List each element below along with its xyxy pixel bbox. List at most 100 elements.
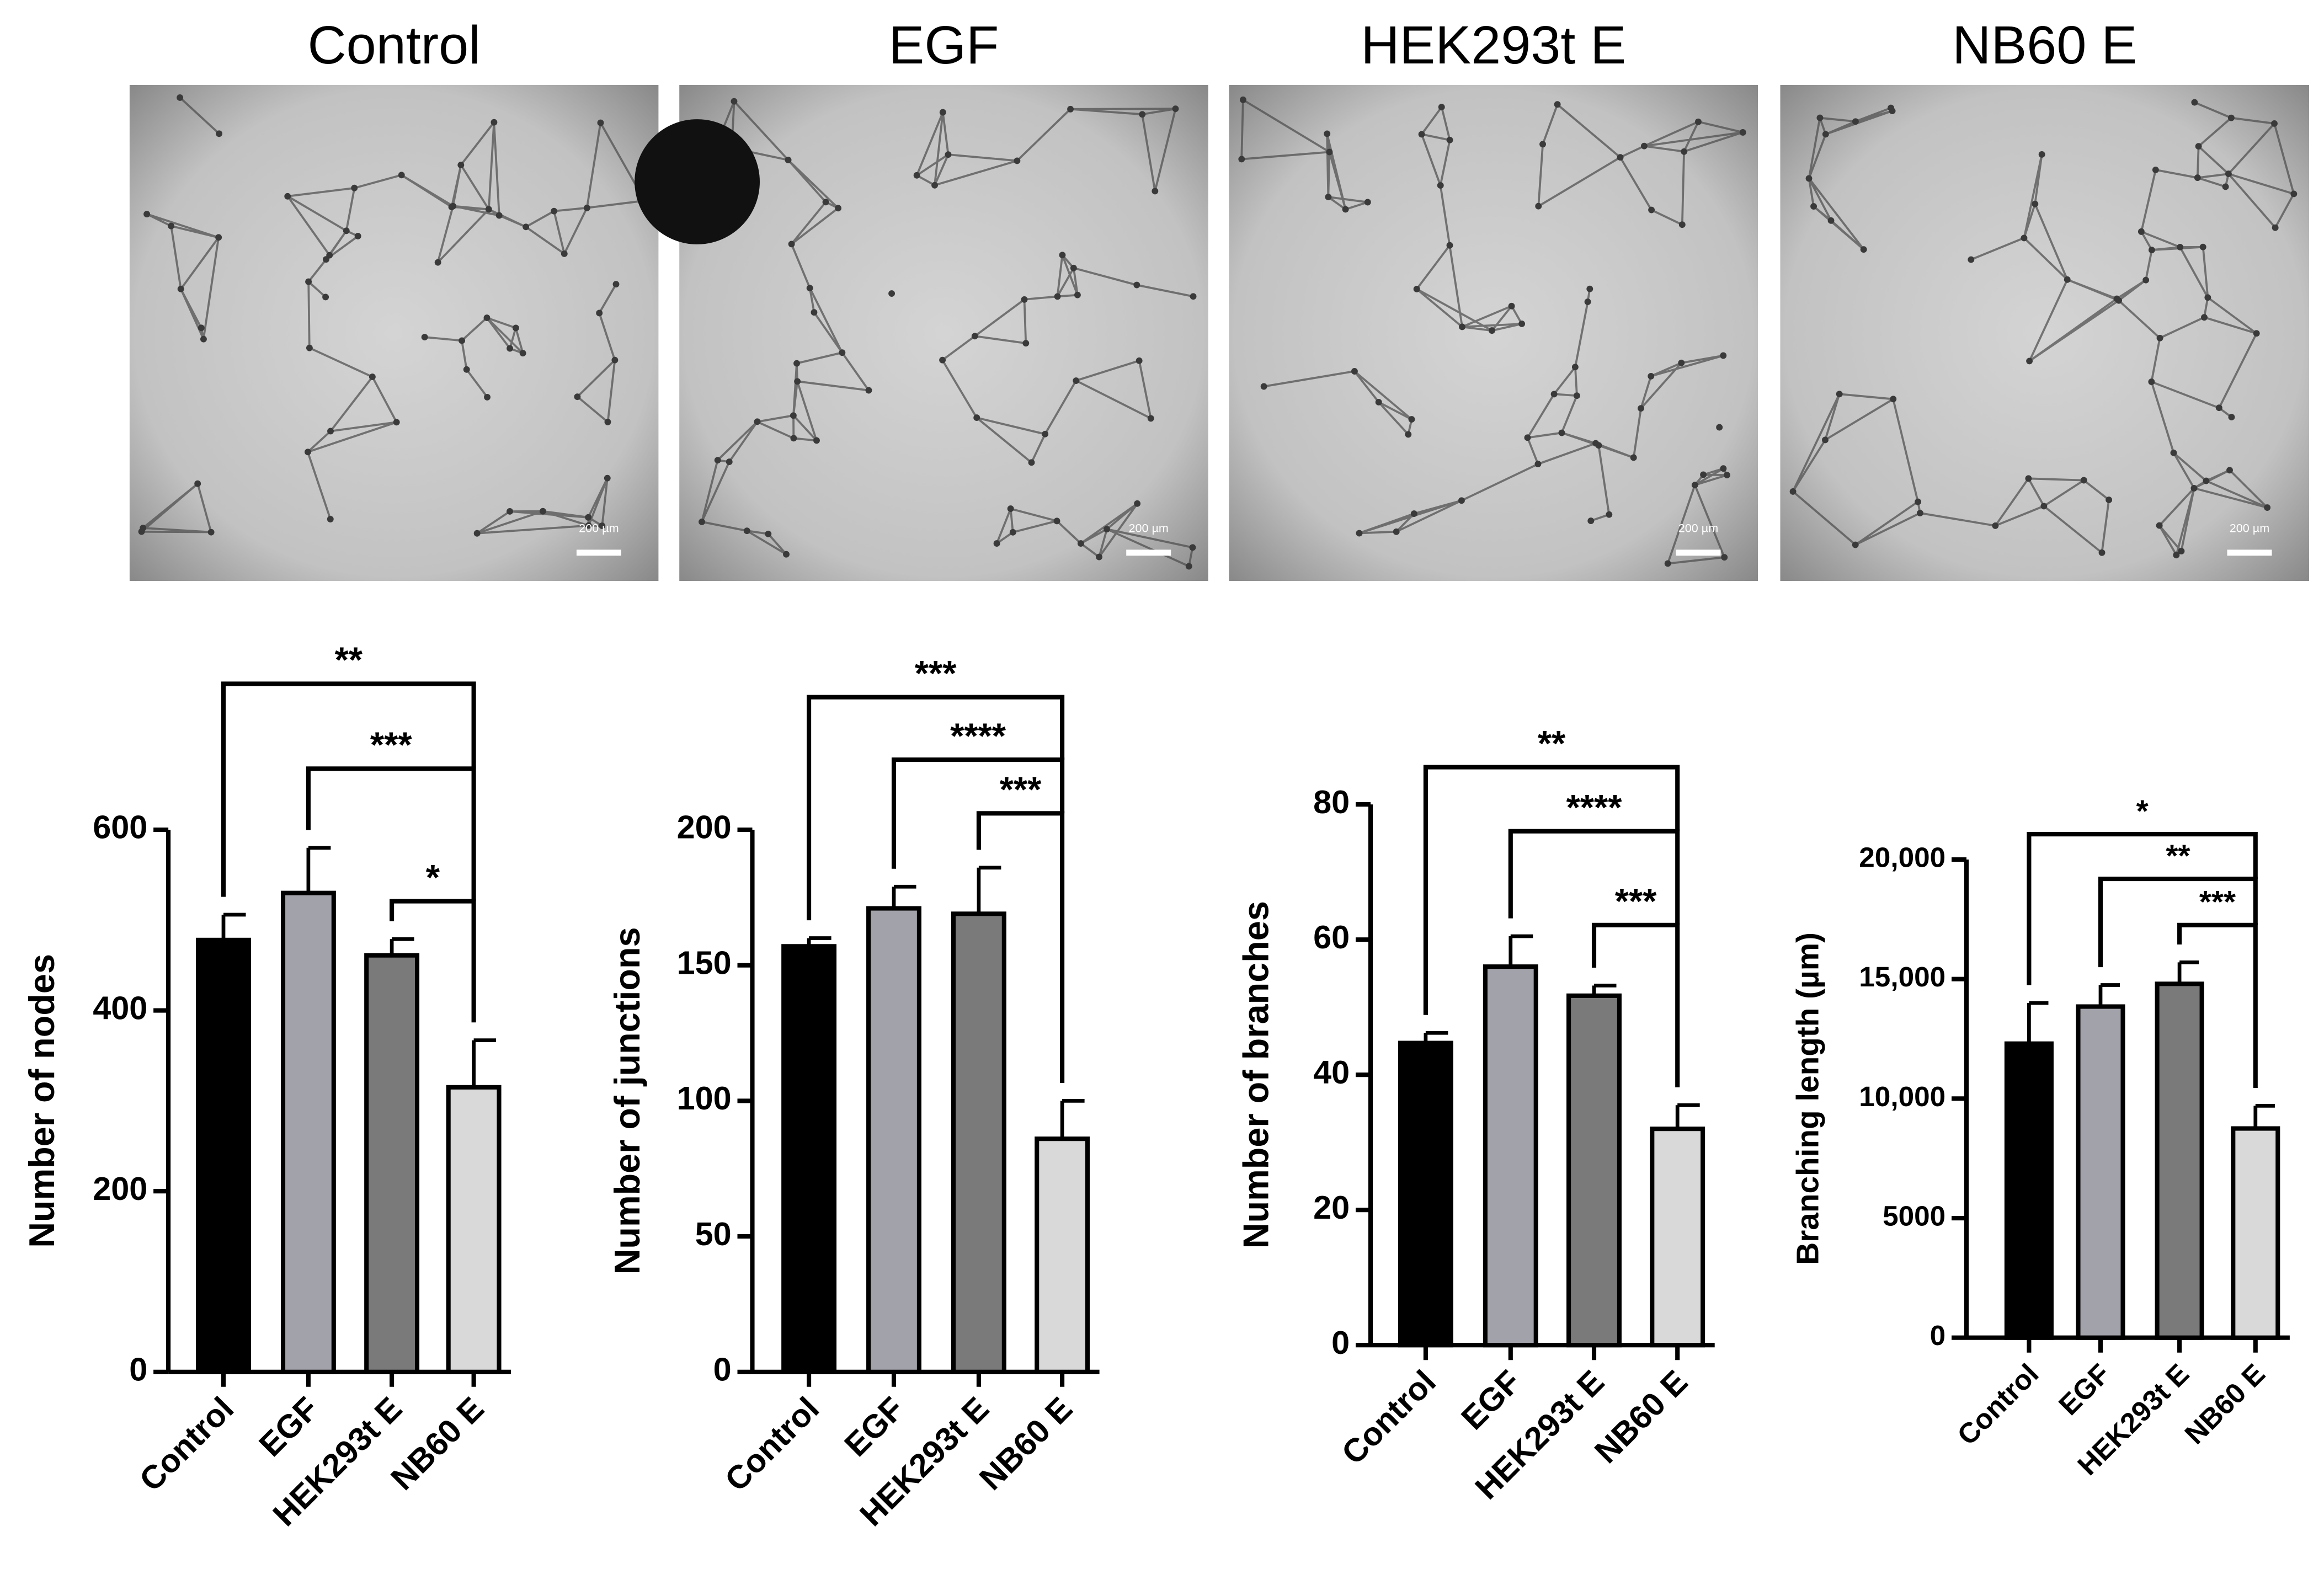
significance-bracket	[1591, 922, 1680, 1087]
cell-node	[1351, 368, 1358, 375]
y-tick-label: 0	[129, 1351, 147, 1387]
cell-node	[1077, 540, 1084, 547]
significance-label: ***	[370, 725, 412, 765]
y-tick-label: 400	[93, 989, 147, 1026]
y-tick-label: 0	[713, 1351, 732, 1387]
cell-node	[1915, 498, 1922, 505]
cell-node	[1630, 454, 1637, 461]
cell-node	[198, 324, 205, 332]
cell-node	[2025, 475, 2032, 482]
y-tick-label: 15,000	[1859, 961, 1945, 992]
cell-node	[2080, 477, 2087, 484]
cell-node	[1446, 242, 1453, 249]
cell-node	[1405, 431, 1412, 438]
cell-node	[1822, 131, 1829, 138]
cell-node	[1408, 416, 1415, 423]
cell-node	[343, 227, 350, 234]
cell-node	[1172, 105, 1179, 113]
cell-node	[726, 458, 733, 466]
bar	[1650, 1127, 1705, 1348]
cell-node	[1059, 252, 1066, 259]
bar	[2231, 1126, 2280, 1340]
bar	[196, 937, 251, 1374]
cell-node	[1152, 188, 1159, 195]
bar	[1483, 964, 1538, 1348]
panel-title: NB60 E	[1952, 15, 2137, 75]
cell-node	[2190, 485, 2198, 492]
x-tick-label: EGF	[252, 1390, 326, 1464]
cell-node	[1664, 560, 1671, 567]
cell-node	[1852, 541, 1859, 548]
cell-node	[1739, 129, 1746, 136]
cell-node	[561, 250, 568, 257]
cell-node	[585, 522, 592, 529]
significance-bracket	[1508, 829, 1680, 925]
cell-node	[2225, 170, 2232, 178]
cell-node	[1648, 206, 1655, 214]
cell-node	[507, 508, 513, 515]
cell-node	[177, 94, 184, 101]
cell-node	[2203, 477, 2210, 484]
cell-node	[306, 344, 313, 351]
cell-node	[765, 530, 772, 537]
cell-node	[1558, 429, 1565, 436]
x-tick-label: Control	[132, 1390, 241, 1498]
cell-node	[1009, 529, 1016, 536]
cell-node	[1700, 471, 1707, 478]
cell-node	[1074, 291, 1081, 298]
cell-node	[1238, 156, 1245, 163]
cell-node	[822, 199, 829, 206]
cell-node	[1067, 105, 1074, 113]
cell-node	[2227, 114, 2235, 121]
cell-node	[284, 193, 291, 200]
bar	[1398, 1040, 1453, 1348]
cell-node	[1836, 391, 1843, 398]
cell-node	[788, 241, 795, 248]
cell-node	[1716, 424, 1723, 431]
cell-node	[1554, 101, 1561, 108]
significance-bracket	[976, 811, 1065, 1084]
x-tick-label: NB60 E	[383, 1390, 491, 1497]
significance-label: *	[426, 857, 440, 898]
x-tick-label: EGF	[1454, 1363, 1528, 1437]
cell-node	[585, 514, 592, 521]
cell-node	[523, 223, 530, 231]
dark-spot	[635, 119, 760, 244]
significance-bracket	[306, 766, 476, 901]
cell-node	[194, 480, 201, 487]
cell-node	[1534, 461, 1542, 467]
cell-node	[1410, 510, 1417, 517]
cell-node	[1584, 298, 1591, 306]
cell-node	[1239, 96, 1246, 103]
cell-node	[2142, 276, 2150, 284]
significance-label: **	[2166, 839, 2190, 873]
cell-node	[1641, 142, 1648, 150]
cell-node	[304, 449, 311, 456]
cell-node	[512, 324, 519, 332]
cell-node	[551, 207, 558, 215]
bar	[2076, 1004, 2125, 1340]
cell-node	[1147, 415, 1154, 422]
x-tick-label: NB60 E	[972, 1390, 1079, 1497]
cell-node	[754, 418, 761, 425]
cell-node	[2204, 294, 2211, 301]
y-axis-label: Branching length (µm)	[1790, 932, 1825, 1265]
significance-label: ****	[950, 716, 1006, 756]
cell-node	[612, 281, 620, 288]
y-tick-label: 40	[1313, 1054, 1350, 1091]
cell-node	[2201, 314, 2208, 321]
significance-label: ***	[2199, 885, 2236, 920]
panel-title: Control	[308, 15, 481, 75]
cell-node	[2226, 467, 2233, 474]
cell-node	[2032, 200, 2039, 207]
cell-node	[305, 278, 312, 285]
cell-node	[2264, 504, 2271, 511]
y-tick-label: 60	[1313, 919, 1350, 956]
y-tick-label: 20,000	[1859, 842, 1945, 873]
cell-node	[485, 206, 492, 213]
cell-node	[1518, 321, 1526, 327]
cell-node	[2156, 334, 2163, 341]
cell-node	[2178, 548, 2185, 554]
y-tick-label: 5000	[1883, 1200, 1945, 1232]
cell-node	[1888, 104, 1894, 111]
